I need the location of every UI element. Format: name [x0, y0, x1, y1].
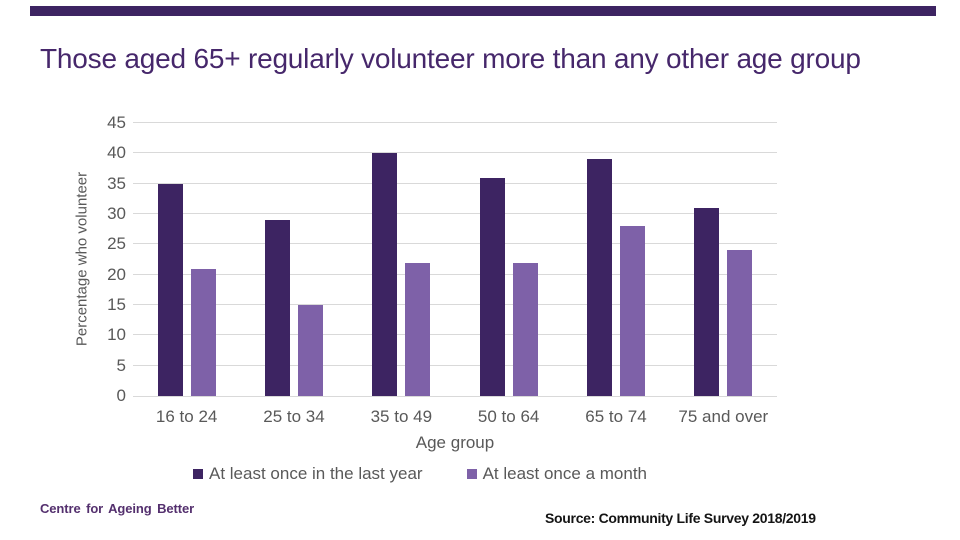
x-tick-label: 16 to 24: [155, 407, 218, 426]
y-tick-label: 15: [107, 295, 126, 314]
bar-year: [587, 159, 612, 396]
gridline: [133, 213, 777, 214]
gridline: [133, 122, 777, 123]
legend-label: At least once in the last year: [209, 464, 423, 483]
gridline: [133, 273, 777, 275]
legend-item-year: At least once in the last year: [193, 464, 423, 484]
bar-year: [479, 177, 505, 396]
y-tick-label: 25: [107, 234, 126, 254]
bar-year: [157, 183, 183, 396]
legend-label: At least once a month: [482, 464, 647, 483]
gridline: [133, 364, 777, 366]
gridline: [133, 152, 777, 154]
y-tick-label: 40: [107, 143, 126, 163]
plot-area: [133, 122, 777, 397]
source-caption: Source: Community Life Survey 2018/2019: [545, 510, 816, 526]
gridline: [133, 334, 777, 336]
bar-month: [620, 226, 645, 396]
bar-year: [372, 153, 398, 396]
bar-month: [512, 262, 538, 396]
x-tick-label: 50 to 64: [477, 407, 540, 426]
y-tick-label: 30: [107, 204, 126, 223]
y-tick-label: 5: [116, 355, 126, 375]
bar-month: [190, 268, 216, 396]
legend-swatch-light: [466, 469, 477, 479]
brand-accent-bar: [30, 6, 936, 16]
bar-month: [298, 305, 323, 396]
bar-month: [727, 250, 753, 396]
legend-swatch-dark: [193, 469, 203, 479]
x-axis-title: Age group: [415, 433, 495, 452]
gridline: [133, 304, 777, 305]
bar-year: [694, 207, 720, 396]
legend: At least once in the last year At least …: [105, 463, 735, 485]
y-tick-label: 10: [107, 325, 126, 345]
y-tick-label: 0: [116, 386, 126, 405]
x-tick-label: 25 to 34: [263, 407, 325, 426]
legend-item-month: At least once a month: [466, 464, 647, 484]
bar-year: [265, 220, 290, 396]
y-tick-label: 20: [107, 264, 126, 284]
y-tick-label: 45: [107, 113, 126, 132]
brand-wordmark: Centre for Ageing Better: [40, 501, 195, 516]
bar-month: [405, 262, 431, 396]
y-tick-label: 35: [107, 173, 126, 193]
x-tick-label: 65 to 74: [585, 407, 647, 426]
gridline: [133, 182, 777, 184]
x-tick-label: 35 to 49: [370, 407, 433, 426]
page-title: Those aged 65+ regularly volunteer more …: [40, 43, 861, 74]
y-axis-ticks: 0 5 10 15 20 25 30 35 40 45: [84, 113, 126, 405]
x-axis-ticks: 16 to 24 25 to 34 35 to 49 50 to 64 65 to 74…: [133, 407, 777, 429]
gridline: [133, 243, 777, 245]
x-tick-label: 75 and over: [678, 407, 769, 426]
